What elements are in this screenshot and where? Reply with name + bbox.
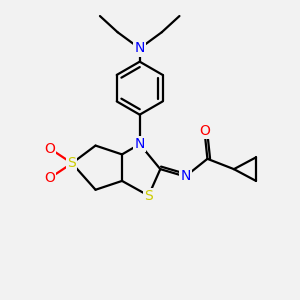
Text: S: S [144, 189, 153, 202]
Text: O: O [44, 171, 55, 185]
Text: N: N [180, 169, 190, 184]
Text: N: N [134, 41, 145, 56]
Text: O: O [199, 124, 210, 138]
Text: N: N [134, 137, 145, 151]
Text: O: O [44, 142, 55, 155]
Text: S: S [68, 156, 76, 170]
